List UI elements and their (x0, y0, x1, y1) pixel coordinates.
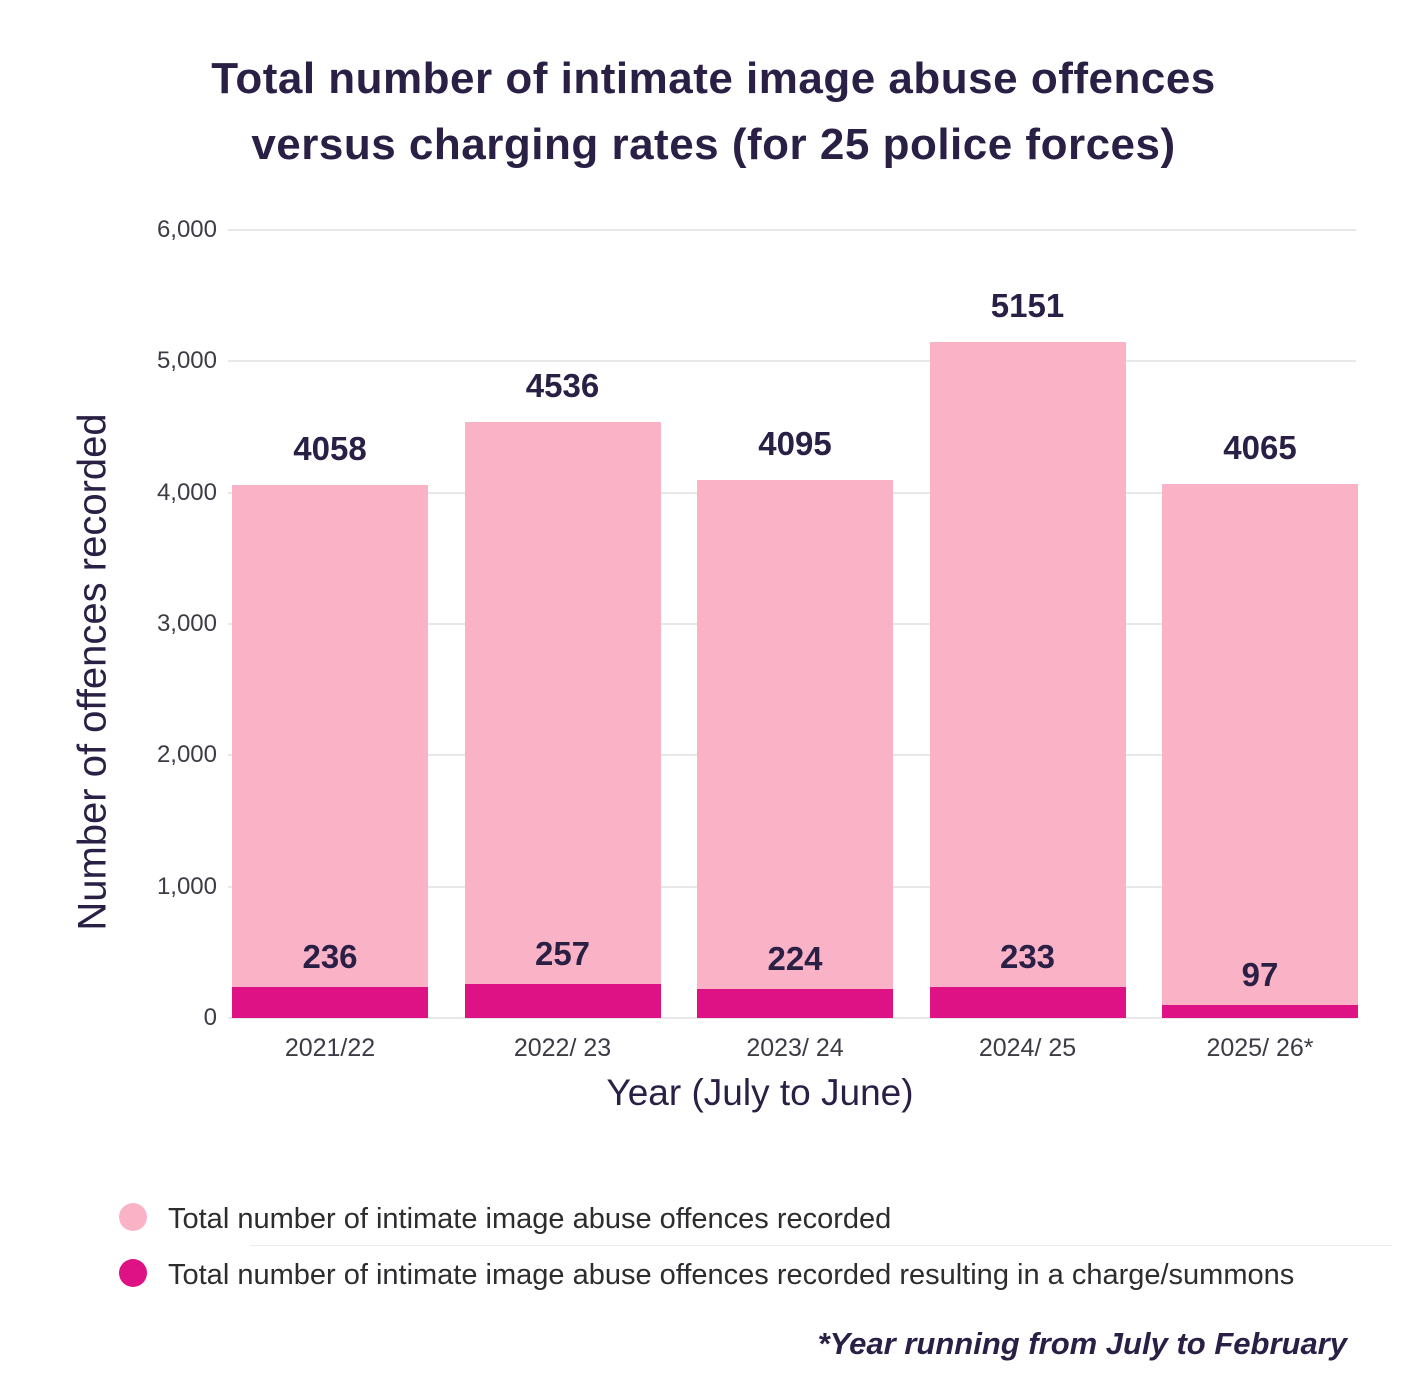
y-tick-label-4000: 4,000 (156, 478, 217, 506)
x-tick-label-2: 2023/ 24 (746, 1034, 844, 1062)
bar-charges-202425 (929, 987, 1126, 1018)
bar-charges-202526 (1162, 1005, 1358, 1018)
x-axis-title: Year (July to June) (606, 1072, 914, 1113)
bar-total-offences-202324 (697, 480, 893, 1018)
y-tick-label-0: 0 (203, 1004, 217, 1031)
legend-dot-charge-summons-icon (119, 1259, 147, 1287)
x-tick-label-1: 2022/ 23 (513, 1034, 612, 1062)
chart-title-line-2: versus charging rates (for 25 police for… (251, 120, 1176, 169)
y-tick-label-3000: 3,000 (156, 610, 217, 637)
y-tick-label-1000: 1,000 (156, 872, 217, 900)
y-tick-label-2000: 2,000 (156, 741, 217, 769)
legend-label-charge-summons: Total number of intimate image abuse off… (168, 1259, 1295, 1291)
charge-value-label-2: 224 (767, 939, 823, 977)
total-value-label-1: 4536 (525, 367, 600, 405)
gridline-0 (228, 1017, 1356, 1019)
chart-title: Total number of intimate image abuse off… (0, 46, 1427, 178)
legend-divider (250, 1245, 1392, 1246)
charge-value-label-4: 97 (1241, 956, 1279, 994)
total-value-label-0: 4058 (293, 430, 367, 468)
total-value-label-2: 4095 (758, 425, 832, 463)
footnote: *Year running from July to February (817, 1326, 1347, 1361)
y-tick-label-5000: 5,000 (156, 347, 217, 375)
x-tick-label-3: 2024/ 25 (978, 1034, 1077, 1062)
total-value-label-4: 4065 (1223, 429, 1297, 467)
x-tick-label-0: 2021/22 (284, 1034, 376, 1062)
bar-charges-202223 (464, 984, 661, 1018)
x-tick-label-4: 2025/ 26* (1206, 1034, 1314, 1062)
legend-dot-offences-recorded-icon (119, 1203, 147, 1231)
gridline-6000 (228, 229, 1356, 231)
bar-charges-202324 (697, 988, 893, 1018)
total-value-label-3: 5151 (990, 286, 1065, 324)
bar-charges-202122 (232, 987, 428, 1018)
y-tick-label-6000: 6,000 (156, 216, 217, 243)
charge-value-label-0: 236 (302, 938, 358, 975)
bar-total-offences-202425 (929, 341, 1126, 1018)
bar-total-offences-202526 (1162, 484, 1358, 1018)
legend-label-offences-recorded: Total number of intimate image abuse off… (168, 1203, 892, 1235)
gridline-5000 (228, 360, 1356, 363)
bar-total-offences-202122 (232, 485, 428, 1018)
charge-value-label-3: 233 (999, 938, 1056, 976)
chart-title-line-1: Total number of intimate image abuse off… (211, 54, 1216, 103)
bar-total-offences-202223 (464, 422, 661, 1018)
charge-value-label-1: 257 (534, 935, 591, 973)
